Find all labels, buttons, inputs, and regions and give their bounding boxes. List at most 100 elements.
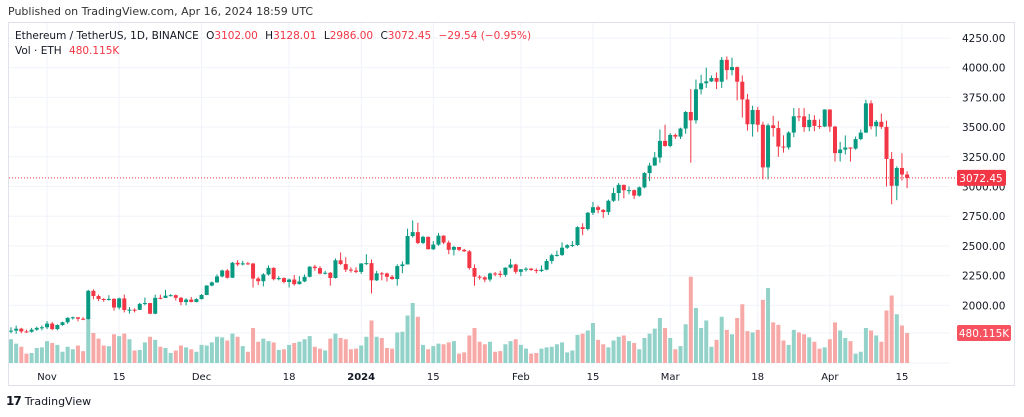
volume-bar — [132, 350, 137, 363]
volume-bar — [106, 346, 111, 363]
candle-body — [899, 167, 904, 175]
volume-bar — [709, 346, 714, 363]
tradingview-logo-icon[interactable]: 𝟭𝟳 — [6, 394, 22, 408]
time-axis-label: Apr — [821, 372, 839, 383]
last-volume-badge — [957, 325, 1011, 341]
candle-body — [287, 279, 292, 283]
candle-body — [683, 112, 688, 129]
time-axis-label: 18 — [283, 372, 296, 383]
candle-body — [905, 174, 910, 178]
volume-bar — [874, 335, 879, 363]
volume-bar — [261, 338, 266, 363]
volume-bar — [281, 349, 286, 363]
candle-body — [421, 236, 425, 243]
volume-bar — [374, 336, 379, 363]
candle-body — [312, 266, 317, 269]
price-axis-label: 2750.00 — [962, 211, 1005, 223]
volume-bar — [189, 349, 194, 363]
volume-bar — [467, 335, 472, 363]
volume-bar — [153, 339, 158, 363]
candle-body — [225, 270, 230, 278]
candle-body — [513, 264, 518, 272]
candle-body — [833, 126, 837, 154]
candle-body — [627, 190, 631, 192]
volume-bar — [60, 351, 65, 363]
time-axis-label: 2024 — [347, 372, 375, 383]
volume-bar — [554, 344, 559, 363]
candle-body — [657, 140, 662, 158]
candle-body — [503, 267, 508, 275]
high-value: 3128.01 — [273, 30, 317, 42]
candle-body — [735, 67, 740, 82]
time-axis-label: 15 — [427, 372, 440, 383]
volume-bar — [518, 344, 523, 363]
candle-body — [714, 78, 719, 82]
volume-bar — [225, 340, 230, 363]
candle-body — [843, 147, 848, 150]
candle-body — [884, 126, 889, 159]
candle-body — [132, 309, 137, 311]
candle-body — [209, 282, 214, 286]
volume-bar — [596, 339, 601, 363]
volume-bar — [853, 353, 858, 363]
candle-body — [142, 303, 147, 305]
volume-bar — [446, 342, 451, 363]
candle-body — [101, 299, 106, 301]
candle-body — [240, 263, 245, 265]
candle-body — [338, 260, 343, 265]
candle-body — [585, 212, 590, 230]
volume-bar — [45, 341, 50, 363]
candle-body — [75, 317, 80, 319]
candle-body — [637, 187, 642, 196]
volume-bar — [400, 331, 405, 363]
volume-bar — [307, 336, 312, 363]
candle-body — [693, 89, 698, 121]
volume-bar — [678, 346, 683, 363]
volume-bar — [91, 333, 96, 363]
volume-bar — [879, 341, 884, 363]
volume-bar — [384, 348, 389, 363]
volume-bar — [338, 338, 343, 363]
volume-bar — [431, 346, 436, 363]
candle-body — [724, 59, 729, 71]
volume-bar — [379, 338, 384, 363]
volume-bar — [508, 341, 513, 363]
symbol-title[interactable]: Ethereum / TetherUS, 1D, BINANCE — [15, 30, 199, 42]
brand-name[interactable]: TradingView — [24, 394, 92, 408]
candle-body — [194, 299, 199, 302]
candle-body — [204, 285, 209, 295]
volume-bar — [580, 333, 585, 363]
candle-body — [441, 235, 446, 243]
volume-bar — [843, 338, 848, 363]
volume-bar — [740, 304, 745, 363]
volume-bar — [750, 332, 755, 363]
candle-body — [601, 209, 606, 213]
volume-bar — [848, 341, 853, 363]
candle-body — [663, 140, 668, 146]
volume-bar — [683, 324, 688, 363]
time-axis-label: 15 — [896, 372, 909, 383]
candle-body — [534, 270, 539, 272]
volume-bar — [601, 344, 606, 363]
candle-body — [81, 318, 86, 320]
volume-bar — [451, 341, 456, 363]
candle-body — [29, 329, 34, 332]
volume-bar — [627, 341, 631, 363]
volume-bar — [312, 346, 317, 363]
volume-bar — [899, 325, 904, 363]
price-axis-label: 2500.00 — [962, 241, 1005, 253]
volume-bar — [637, 349, 642, 363]
candle-body — [771, 125, 776, 129]
volume-bar — [184, 347, 189, 363]
candle-body — [96, 296, 101, 300]
volume-bar — [29, 353, 34, 363]
candle-body — [86, 290, 91, 319]
volume-bar — [766, 288, 771, 363]
price-axis-label: 4250.00 — [962, 33, 1005, 45]
candle-body — [554, 254, 559, 256]
volume-label[interactable]: Vol · ETH — [15, 45, 62, 57]
volume-bar — [755, 329, 760, 363]
change-value: −29.54 (−0.95%) — [438, 30, 532, 42]
candle-body — [271, 267, 276, 280]
